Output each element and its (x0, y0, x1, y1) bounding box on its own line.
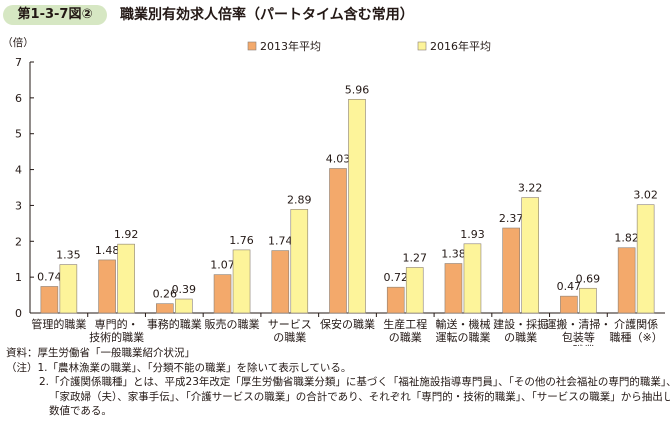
data-label: 1.48 (95, 244, 120, 257)
x-tick-label: 保安の職業 (320, 317, 375, 331)
data-label: 1.27 (402, 251, 427, 264)
chart-legend: 2013年平均 2016年平均 (247, 39, 491, 53)
y-axis-unit: （倍） (2, 36, 34, 49)
y-tick-label: 2 (15, 235, 22, 248)
data-label: 1.38 (441, 248, 466, 261)
data-label: 2.89 (287, 193, 312, 206)
legend-label: 2016年平均 (430, 39, 491, 53)
data-label: 5.96 (345, 83, 370, 96)
bar-2013 (444, 263, 463, 314)
data-label: 0.69 (576, 272, 601, 285)
x-tick-label: 介護関係職種（※） (610, 317, 663, 344)
y-tick-label: 6 (15, 92, 22, 105)
chart-bars: 0.74 1.35 1.48 1.92 0.260.39 1.07 1.76 1.74 2.89… (37, 83, 658, 314)
bar-2016 (117, 243, 135, 314)
bar-2016 (348, 98, 366, 314)
bar-2013 (98, 259, 116, 314)
x-tick-label: 管理的職業 (31, 317, 86, 331)
data-label: 0.39 (172, 283, 197, 296)
bar-2013 (329, 168, 347, 314)
data-label: 1.93 (460, 228, 485, 241)
data-label: 1.82 (614, 232, 639, 245)
note-2-line-3: 数値である。 (49, 405, 112, 417)
figure-header: 第1-3-7図② 職業別有効求人倍率（パートタイム含む常用） (0, 0, 670, 30)
note-1: （注）1.「農林漁業の職業」、「分類不能の職業」を除いて表示している。 (6, 361, 352, 374)
y-tick-label: 5 (15, 128, 22, 141)
x-tick-label: 運搬・清掃・包装等の職業 (545, 317, 611, 346)
bar-2016 (175, 298, 193, 314)
y-tick-label: 0 (15, 307, 22, 320)
data-label: 3.02 (633, 189, 658, 202)
bar-2016 (463, 243, 482, 314)
bar-2016 (59, 264, 78, 314)
data-label: 0.26 (153, 288, 178, 301)
chart-notes: 資料：厚生労働省「一般職業紹介状況」 （注）1.「農林漁業の職業」、「分類不能の… (6, 346, 670, 419)
data-label: 3.22 (518, 182, 543, 195)
bar-2016 (290, 209, 309, 314)
x-tick-label: 生産工程の職業 (383, 317, 427, 344)
bar-2013 (271, 250, 290, 314)
bar-2013 (502, 227, 520, 314)
bar-2013 (156, 303, 174, 314)
bar-2013 (617, 247, 636, 314)
data-label: 0.72 (383, 271, 408, 284)
y-tick-label: 7 (15, 56, 22, 69)
bar-2013 (560, 295, 578, 314)
bar-2013 (386, 286, 405, 314)
note-2-line-2: 「家政婦（夫）、家事手伝」、「介護サービスの職業」の合計であり、それぞれ「専門的… (49, 390, 670, 403)
x-tick-label: 専門的・技術的職業 (89, 317, 144, 344)
data-label: 0.74 (37, 270, 62, 283)
data-label: 1.92 (114, 228, 139, 241)
data-label: 1.74 (268, 235, 293, 248)
y-tick-label: 3 (15, 199, 22, 212)
x-tick-label: 輸送・機械運転の職業 (435, 317, 490, 344)
x-tick-label: 建設・採掘の職業 (493, 317, 548, 344)
data-label: 2.37 (499, 212, 524, 225)
data-label: 1.76 (229, 234, 254, 247)
figure-label: 第1-3-7図② (3, 5, 107, 25)
bar-2016 (232, 249, 251, 314)
bar-2013 (40, 286, 59, 314)
figure-title: 職業別有効求人倍率（パートタイム含む常用） (120, 7, 414, 23)
legend-swatch (417, 41, 427, 51)
data-label: 0.47 (557, 280, 582, 293)
bar-2016 (579, 287, 597, 314)
data-label: 4.03 (326, 152, 351, 165)
y-tick-label: 1 (15, 271, 22, 284)
bar-2016 (521, 197, 539, 314)
x-tick-label: サービスの職業 (268, 318, 312, 344)
x-tick-label: 事務的職業 (147, 317, 202, 331)
data-label: 1.07 (210, 259, 235, 272)
bar-2013 (213, 274, 232, 314)
data-label: 1.35 (56, 249, 81, 262)
bar-2016 (405, 267, 424, 314)
source-note: 資料：厚生労働省「一般職業紹介状況」 (6, 347, 195, 359)
y-tick-label: 4 (15, 164, 22, 177)
note-2-line-1: 2.「介護関係職種」とは、平成23年改定「厚生労働省職業分類」に基づく「福祉施設… (39, 376, 670, 388)
x-tick-label: 販売の職業 (205, 318, 260, 331)
legend-label: 2013年平均 (260, 39, 321, 53)
bar-2016 (636, 204, 655, 314)
legend-swatch (247, 41, 257, 51)
